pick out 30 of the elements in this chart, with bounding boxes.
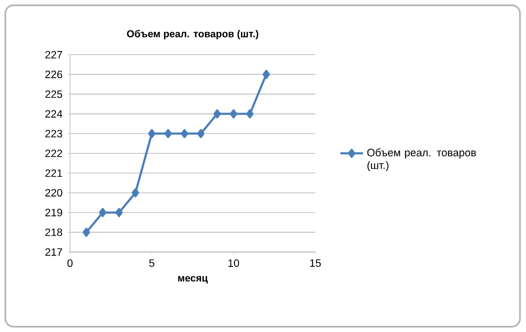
y-tick-label: 222	[45, 150, 62, 158]
x-tick-label: 5	[149, 259, 154, 267]
point	[246, 109, 254, 118]
legend-label: Объем реал. товаров (шт.)	[367, 148, 476, 172]
y-tick-label: 226	[45, 70, 62, 78]
point	[180, 129, 188, 138]
x-tick-label: 0	[67, 259, 73, 267]
y-tick-label: 220	[45, 189, 62, 197]
x-tick-label: 10	[228, 259, 240, 267]
x-axis-title: месяц	[178, 276, 208, 284]
point	[99, 208, 106, 218]
y-tick-label: 227	[45, 50, 62, 58]
y-tick-label: 224	[45, 110, 62, 118]
point	[214, 109, 221, 118]
point	[115, 208, 123, 218]
point	[262, 70, 270, 79]
y-tick-label: 225	[45, 90, 62, 98]
y-tick-label: 217	[45, 248, 62, 256]
x-tick-label: 15	[310, 259, 321, 267]
y-tick-label: 219	[45, 208, 62, 216]
point	[82, 228, 90, 237]
point	[197, 129, 205, 138]
y-tick-label: 223	[45, 130, 62, 138]
point	[132, 188, 140, 198]
chart-title: Объем реал. товаров (шт.)	[127, 30, 258, 40]
point	[164, 129, 172, 138]
point	[148, 129, 156, 138]
y-tick-label: 218	[45, 228, 62, 236]
point	[230, 109, 238, 118]
y-tick-label: 221	[45, 169, 62, 177]
